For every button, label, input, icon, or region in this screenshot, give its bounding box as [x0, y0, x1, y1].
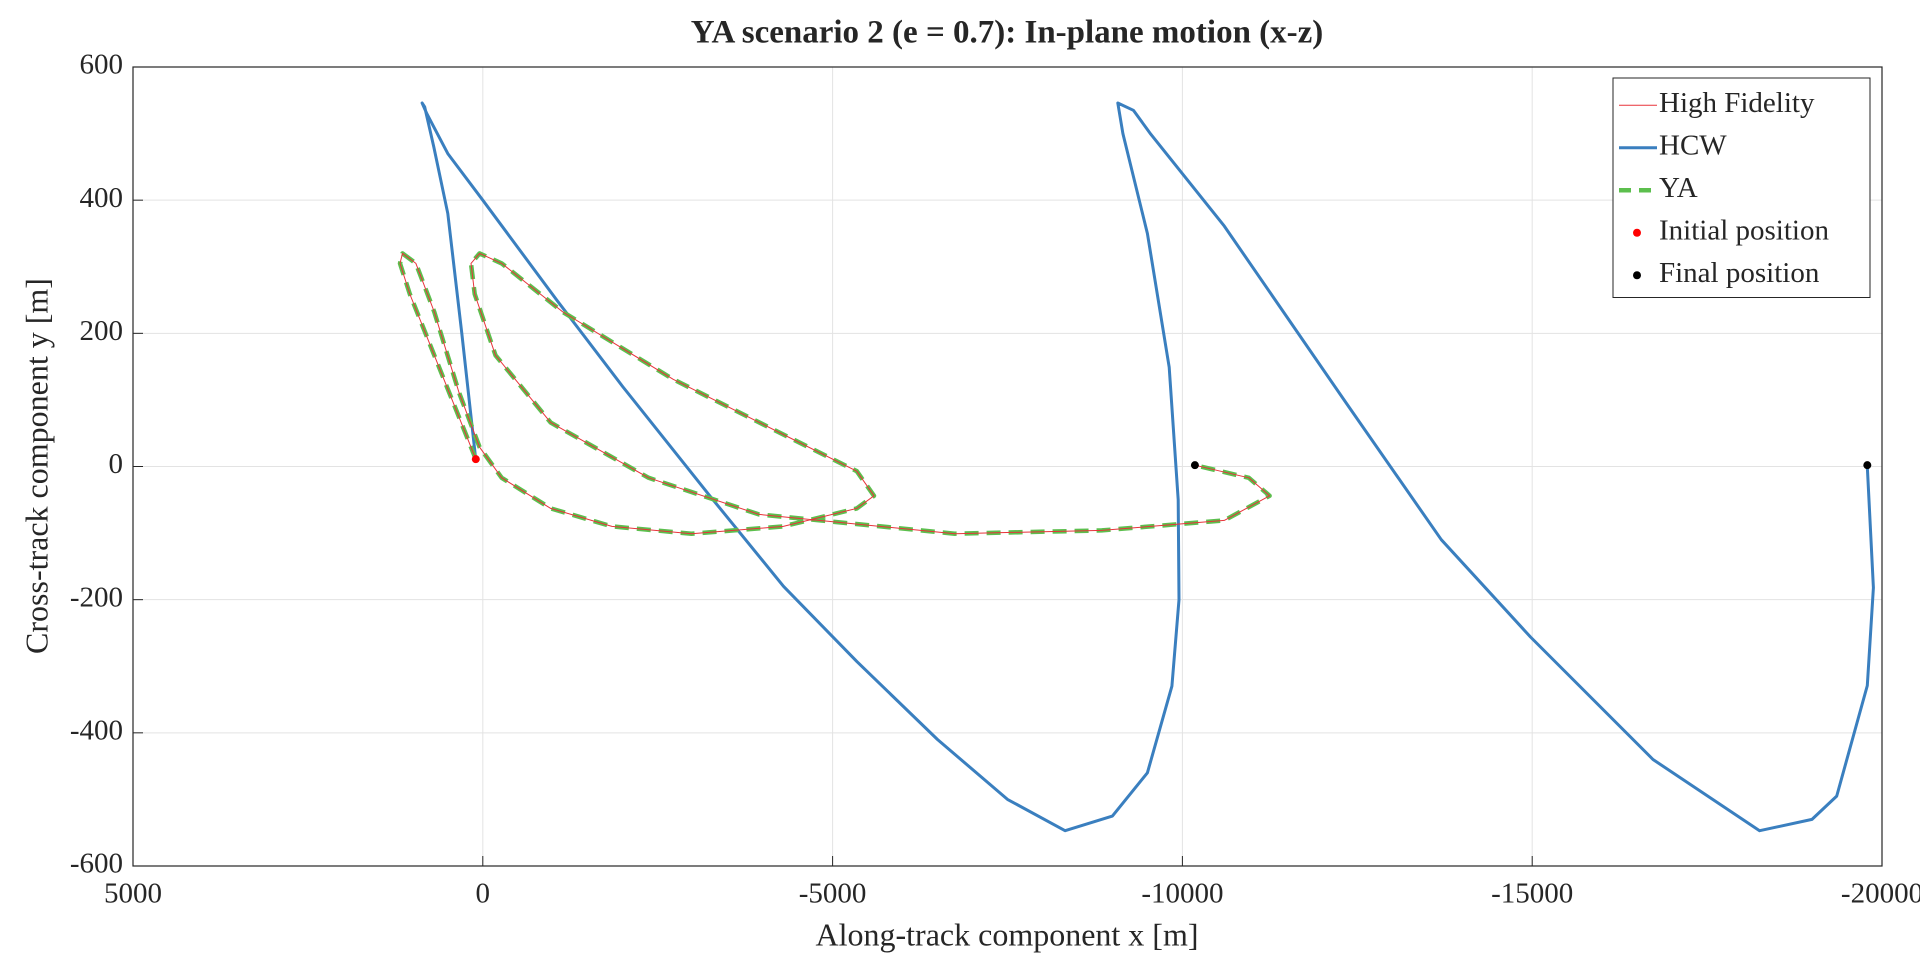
legend-label: YA — [1659, 172, 1698, 204]
point-marker — [471, 455, 480, 464]
legend-label: Final position — [1659, 257, 1820, 289]
y-tick-label: -400 — [70, 714, 123, 746]
legend-label: Initial position — [1659, 214, 1829, 246]
plot-frame — [132, 66, 1883, 867]
legend-box — [1612, 77, 1871, 298]
y-tick-label: 400 — [80, 182, 124, 214]
legend-marker — [1633, 271, 1641, 280]
series-line — [399, 252, 1271, 535]
chart-title: YA scenario 2 (e = 0.7): In-plane motion… — [691, 15, 1324, 51]
x-tick-label: -10000 — [1141, 878, 1223, 910]
y-tick-label: -200 — [70, 581, 123, 613]
x-axis-label: Along-track component x [m] — [816, 916, 1199, 952]
series-line — [420, 101, 1875, 833]
x-tick-label: -20000 — [1841, 878, 1920, 910]
y-tick-label: 200 — [80, 315, 124, 347]
x-tick-label: -15000 — [1491, 878, 1573, 910]
y-tick-label: -600 — [70, 848, 123, 880]
legend-marker — [1633, 228, 1641, 237]
point-marker — [1190, 461, 1199, 470]
x-tick-label: -5000 — [799, 878, 867, 910]
legend-label: High Fidelity — [1659, 87, 1815, 119]
legend-label: HCW — [1659, 129, 1727, 161]
point-marker — [1863, 461, 1872, 470]
y-tick-label: 600 — [80, 49, 124, 81]
x-tick-label: 0 — [476, 878, 491, 910]
y-tick-label: 0 — [109, 448, 124, 480]
y-axis-label: Cross-track component y [m] — [18, 278, 54, 654]
x-tick-label: 5000 — [104, 878, 162, 910]
